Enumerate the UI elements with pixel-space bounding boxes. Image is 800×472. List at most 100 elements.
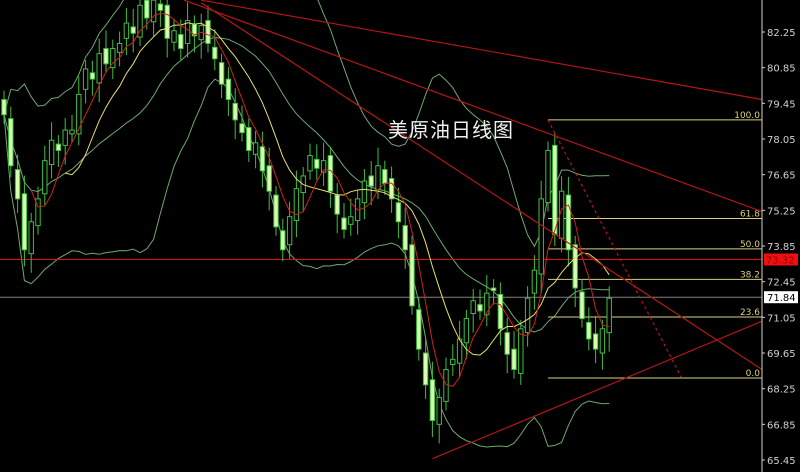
- candle-body: [341, 217, 347, 230]
- last-price-badge: [764, 291, 798, 304]
- candle-body: [511, 348, 517, 371]
- candle: [252, 130, 259, 169]
- candle-body: [368, 175, 374, 187]
- candle-body: [314, 158, 320, 169]
- candle-body: [35, 198, 41, 227]
- candle: [116, 31, 123, 67]
- candle: [218, 53, 225, 99]
- candle-body: [518, 328, 524, 374]
- candle: [273, 186, 279, 236]
- bollinger-middle-line: [3, 36, 610, 333]
- trendline: [201, 0, 763, 101]
- y-tick-label: 72.45: [767, 278, 796, 289]
- candle-body: [436, 397, 442, 425]
- candle: [239, 105, 245, 142]
- candle: [212, 29, 218, 71]
- candle-body: [103, 48, 109, 65]
- candle-body: [504, 332, 510, 355]
- candle-body: [69, 129, 75, 135]
- candle-body: [239, 123, 245, 134]
- candle-body: [470, 300, 476, 315]
- candle: [334, 183, 340, 234]
- candle: [538, 180, 544, 294]
- candle: [497, 282, 504, 346]
- candle: [477, 289, 483, 320]
- candle: [21, 175, 28, 267]
- candle-body: [82, 68, 89, 90]
- candle: [354, 189, 361, 235]
- ma-slow-line: [65, 22, 610, 356]
- candle-body: [538, 198, 544, 275]
- candle-body: [259, 146, 266, 172]
- candle: [511, 331, 517, 379]
- candle-body: [286, 216, 293, 246]
- candle: [320, 142, 327, 187]
- candle: [606, 286, 612, 352]
- candle-body: [184, 20, 191, 44]
- candle-body: [402, 225, 408, 251]
- candle: [395, 187, 402, 239]
- candle-body: [497, 293, 504, 330]
- y-tick-label: 69.65: [767, 349, 796, 360]
- candle-body: [157, 3, 164, 11]
- candle-body: [8, 118, 14, 167]
- candle-body: [110, 48, 116, 69]
- candle-body: [171, 30, 177, 43]
- candle-body: [21, 193, 28, 251]
- candle-body: [96, 53, 102, 84]
- candle: [150, 0, 157, 36]
- y-tick-label: 71.05: [767, 313, 796, 324]
- candle: [436, 388, 442, 444]
- candle: [565, 176, 572, 267]
- candle: [463, 309, 470, 360]
- y-tick-label: 80.85: [767, 64, 796, 75]
- candle: [89, 60, 96, 96]
- candle: [409, 235, 415, 315]
- candle: [456, 320, 463, 378]
- candle-body: [116, 42, 123, 53]
- candle-body: [545, 149, 551, 204]
- candle-body: [266, 165, 272, 192]
- candle-body: [246, 127, 252, 151]
- fib-level-label: 50.0: [740, 240, 760, 250]
- candle-body: [450, 358, 456, 365]
- trendline: [183, 0, 763, 213]
- candle: [1, 90, 7, 124]
- candle: [82, 60, 89, 104]
- candle-body: [48, 139, 55, 165]
- candle: [123, 8, 130, 55]
- candle-body: [531, 269, 538, 294]
- bollinger-lower-line: [3, 78, 610, 448]
- candle: [157, 0, 164, 27]
- candle: [314, 144, 320, 180]
- candle-body: [443, 369, 449, 402]
- candle: [450, 344, 456, 376]
- candle: [55, 135, 62, 168]
- fib-level-label: 100.0: [734, 111, 760, 121]
- fib-level-label: 38.2: [740, 270, 760, 280]
- candle-body: [484, 292, 490, 316]
- candle: [48, 122, 55, 179]
- candle-body: [225, 78, 232, 101]
- candle: [327, 146, 334, 208]
- y-tick-label: 66.85: [767, 420, 796, 431]
- candle: [402, 207, 408, 269]
- y-tick-label: 76.65: [767, 171, 796, 182]
- candle-body: [55, 143, 62, 151]
- candle: [341, 202, 347, 239]
- candle: [429, 361, 436, 438]
- fib-level-label: 23.6: [740, 308, 760, 318]
- candle: [490, 279, 497, 305]
- candle-body: [144, 0, 150, 19]
- candle-body: [586, 321, 592, 340]
- candle: [484, 275, 490, 327]
- candle-body: [178, 34, 184, 50]
- candle: [96, 38, 102, 103]
- candle: [300, 167, 306, 212]
- candle: [164, 0, 170, 58]
- candle: [8, 106, 14, 178]
- candle: [361, 169, 368, 220]
- candle-body: [89, 72, 96, 80]
